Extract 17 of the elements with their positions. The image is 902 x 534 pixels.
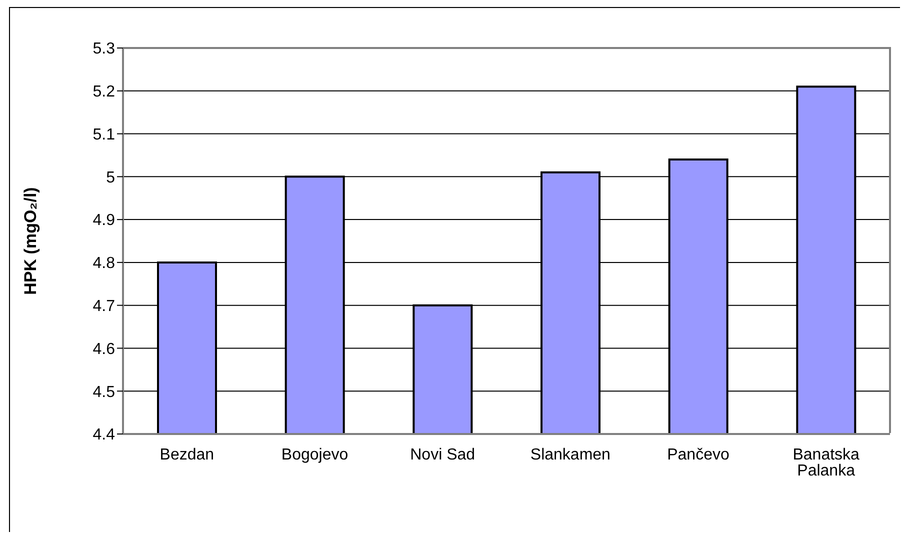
x-tick-label: Bogojevo xyxy=(281,446,348,464)
y-tick-label: 4.5 xyxy=(92,384,116,401)
x-tick-label: Novi Sad xyxy=(410,446,476,464)
y-tick-label: 4.4 xyxy=(92,426,116,444)
x-tick-label: Banatska Palanka xyxy=(792,446,860,480)
y-tick-label: 5.2 xyxy=(92,84,116,101)
y-tick-label: 4.7 xyxy=(92,298,116,316)
x-tick-label: Pančevo xyxy=(667,446,730,464)
y-tick-label: 5 xyxy=(106,169,116,186)
y-tick-label: 5.3 xyxy=(92,40,116,58)
y-tick-label: 4.8 xyxy=(92,255,116,272)
x-tick-label: Bezdan xyxy=(160,446,214,464)
y-tick-label: 4.6 xyxy=(92,340,116,358)
y-tick-label: 4.9 xyxy=(92,212,116,230)
y-axis-title: HPK (mgO₂/l) xyxy=(21,187,40,295)
x-tick-label: Slankamen xyxy=(530,446,610,464)
y-tick-label: 5.1 xyxy=(92,126,116,144)
